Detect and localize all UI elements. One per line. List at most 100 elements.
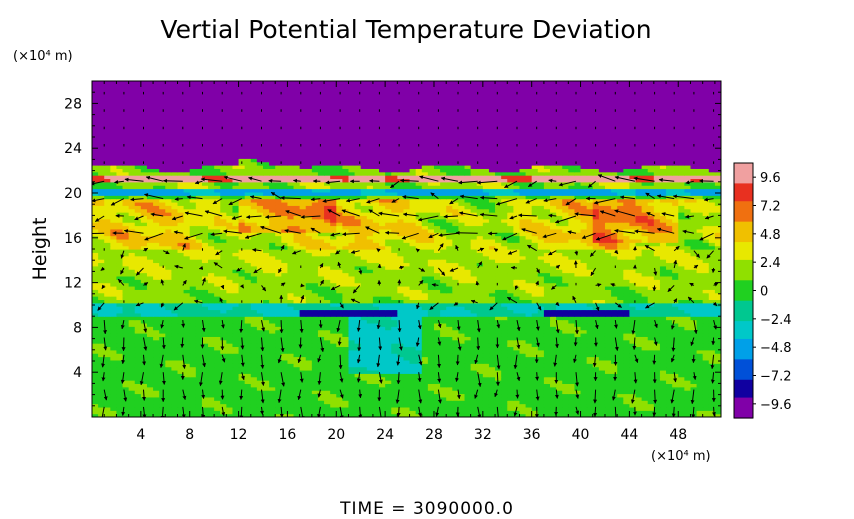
field-cell bbox=[433, 346, 441, 351]
field-cell bbox=[324, 403, 331, 408]
field-cell bbox=[696, 309, 704, 314]
field-cell bbox=[214, 322, 221, 327]
field-cell bbox=[385, 393, 392, 398]
field-cell bbox=[482, 292, 490, 297]
field-cell bbox=[324, 346, 331, 351]
field-cell bbox=[134, 353, 142, 358]
field-cell bbox=[336, 279, 343, 284]
field-cell bbox=[232, 319, 240, 324]
field-cell bbox=[226, 413, 234, 417]
field-cell bbox=[702, 272, 710, 277]
field-cell bbox=[183, 400, 191, 405]
field-cell bbox=[110, 285, 118, 290]
field-cell bbox=[98, 333, 105, 337]
field-cell bbox=[525, 373, 533, 378]
field-cell bbox=[641, 346, 649, 351]
field-cell bbox=[250, 279, 258, 284]
field-cell bbox=[586, 309, 594, 314]
field-cell bbox=[256, 309, 264, 314]
field-cell bbox=[238, 386, 246, 391]
field-cell bbox=[299, 346, 307, 351]
field-cell bbox=[501, 393, 508, 398]
field-cell bbox=[409, 413, 417, 417]
field-cell bbox=[354, 252, 362, 257]
field-cell bbox=[476, 259, 484, 264]
field-cell bbox=[458, 279, 466, 284]
field-cell bbox=[232, 369, 240, 374]
field-cell bbox=[232, 259, 240, 264]
field-cell bbox=[470, 400, 478, 405]
field-cell bbox=[250, 302, 258, 307]
field-cell bbox=[678, 299, 685, 304]
field-cell bbox=[653, 275, 661, 280]
field-cell bbox=[659, 265, 667, 270]
field-cell bbox=[403, 359, 411, 364]
field-cell bbox=[250, 393, 258, 398]
field-cell bbox=[397, 319, 405, 324]
field-cell bbox=[360, 296, 368, 300]
field-cell bbox=[262, 403, 270, 408]
field-cell bbox=[183, 326, 191, 331]
field-cell bbox=[653, 269, 661, 274]
field-cell bbox=[256, 326, 264, 331]
field-cell bbox=[183, 346, 191, 351]
field-cell bbox=[201, 396, 209, 401]
field-cell bbox=[684, 292, 692, 297]
field-cell bbox=[354, 312, 362, 317]
field-cell bbox=[330, 343, 337, 348]
field-cell bbox=[226, 272, 234, 277]
field-cell bbox=[214, 369, 221, 374]
field-cell bbox=[586, 279, 594, 284]
field-cell bbox=[519, 400, 527, 405]
field-cell bbox=[360, 292, 368, 297]
field-cell bbox=[262, 255, 270, 260]
field-cell bbox=[281, 380, 289, 384]
field-cell bbox=[262, 366, 270, 371]
field-cell bbox=[305, 306, 313, 311]
field-cell bbox=[507, 413, 514, 417]
field-cell bbox=[360, 312, 368, 317]
field-cell bbox=[666, 393, 673, 398]
field-cell bbox=[543, 373, 551, 378]
field-cell bbox=[342, 326, 350, 331]
field-cell bbox=[714, 319, 721, 324]
field-cell bbox=[452, 322, 460, 327]
field-cell bbox=[92, 386, 99, 391]
field-cell bbox=[513, 282, 521, 287]
field-cell bbox=[385, 316, 392, 321]
field-cell bbox=[385, 322, 392, 327]
field-cell bbox=[281, 285, 289, 290]
field-cell bbox=[122, 316, 130, 321]
field-cell bbox=[641, 322, 649, 327]
field-cell bbox=[525, 316, 533, 321]
field-cell bbox=[635, 306, 643, 311]
field-cell bbox=[598, 299, 606, 304]
field-cell bbox=[433, 262, 441, 267]
field-cell bbox=[476, 269, 484, 274]
field-cell bbox=[122, 369, 130, 374]
field-cell bbox=[708, 319, 716, 324]
field-cell bbox=[281, 272, 289, 277]
field-cell bbox=[311, 262, 319, 267]
field-cell bbox=[92, 376, 99, 381]
field-cell bbox=[470, 262, 478, 267]
field-cell bbox=[104, 386, 111, 391]
field-cell bbox=[104, 406, 111, 411]
field-cell bbox=[134, 333, 142, 337]
field-cell bbox=[501, 380, 508, 384]
field-cell bbox=[293, 390, 301, 395]
field-cell bbox=[201, 302, 209, 307]
field-cell bbox=[446, 406, 453, 411]
field-cell bbox=[562, 380, 569, 384]
field-cell bbox=[714, 376, 721, 381]
field-cell bbox=[586, 269, 594, 274]
field-cell bbox=[501, 386, 508, 391]
field-cell bbox=[580, 322, 588, 327]
field-cell bbox=[348, 326, 356, 331]
field-cell bbox=[366, 406, 374, 411]
field-cell bbox=[458, 403, 466, 408]
field-cell bbox=[550, 400, 557, 405]
field-cell bbox=[470, 306, 478, 311]
field-cell bbox=[116, 336, 124, 341]
field-cell bbox=[116, 316, 124, 321]
